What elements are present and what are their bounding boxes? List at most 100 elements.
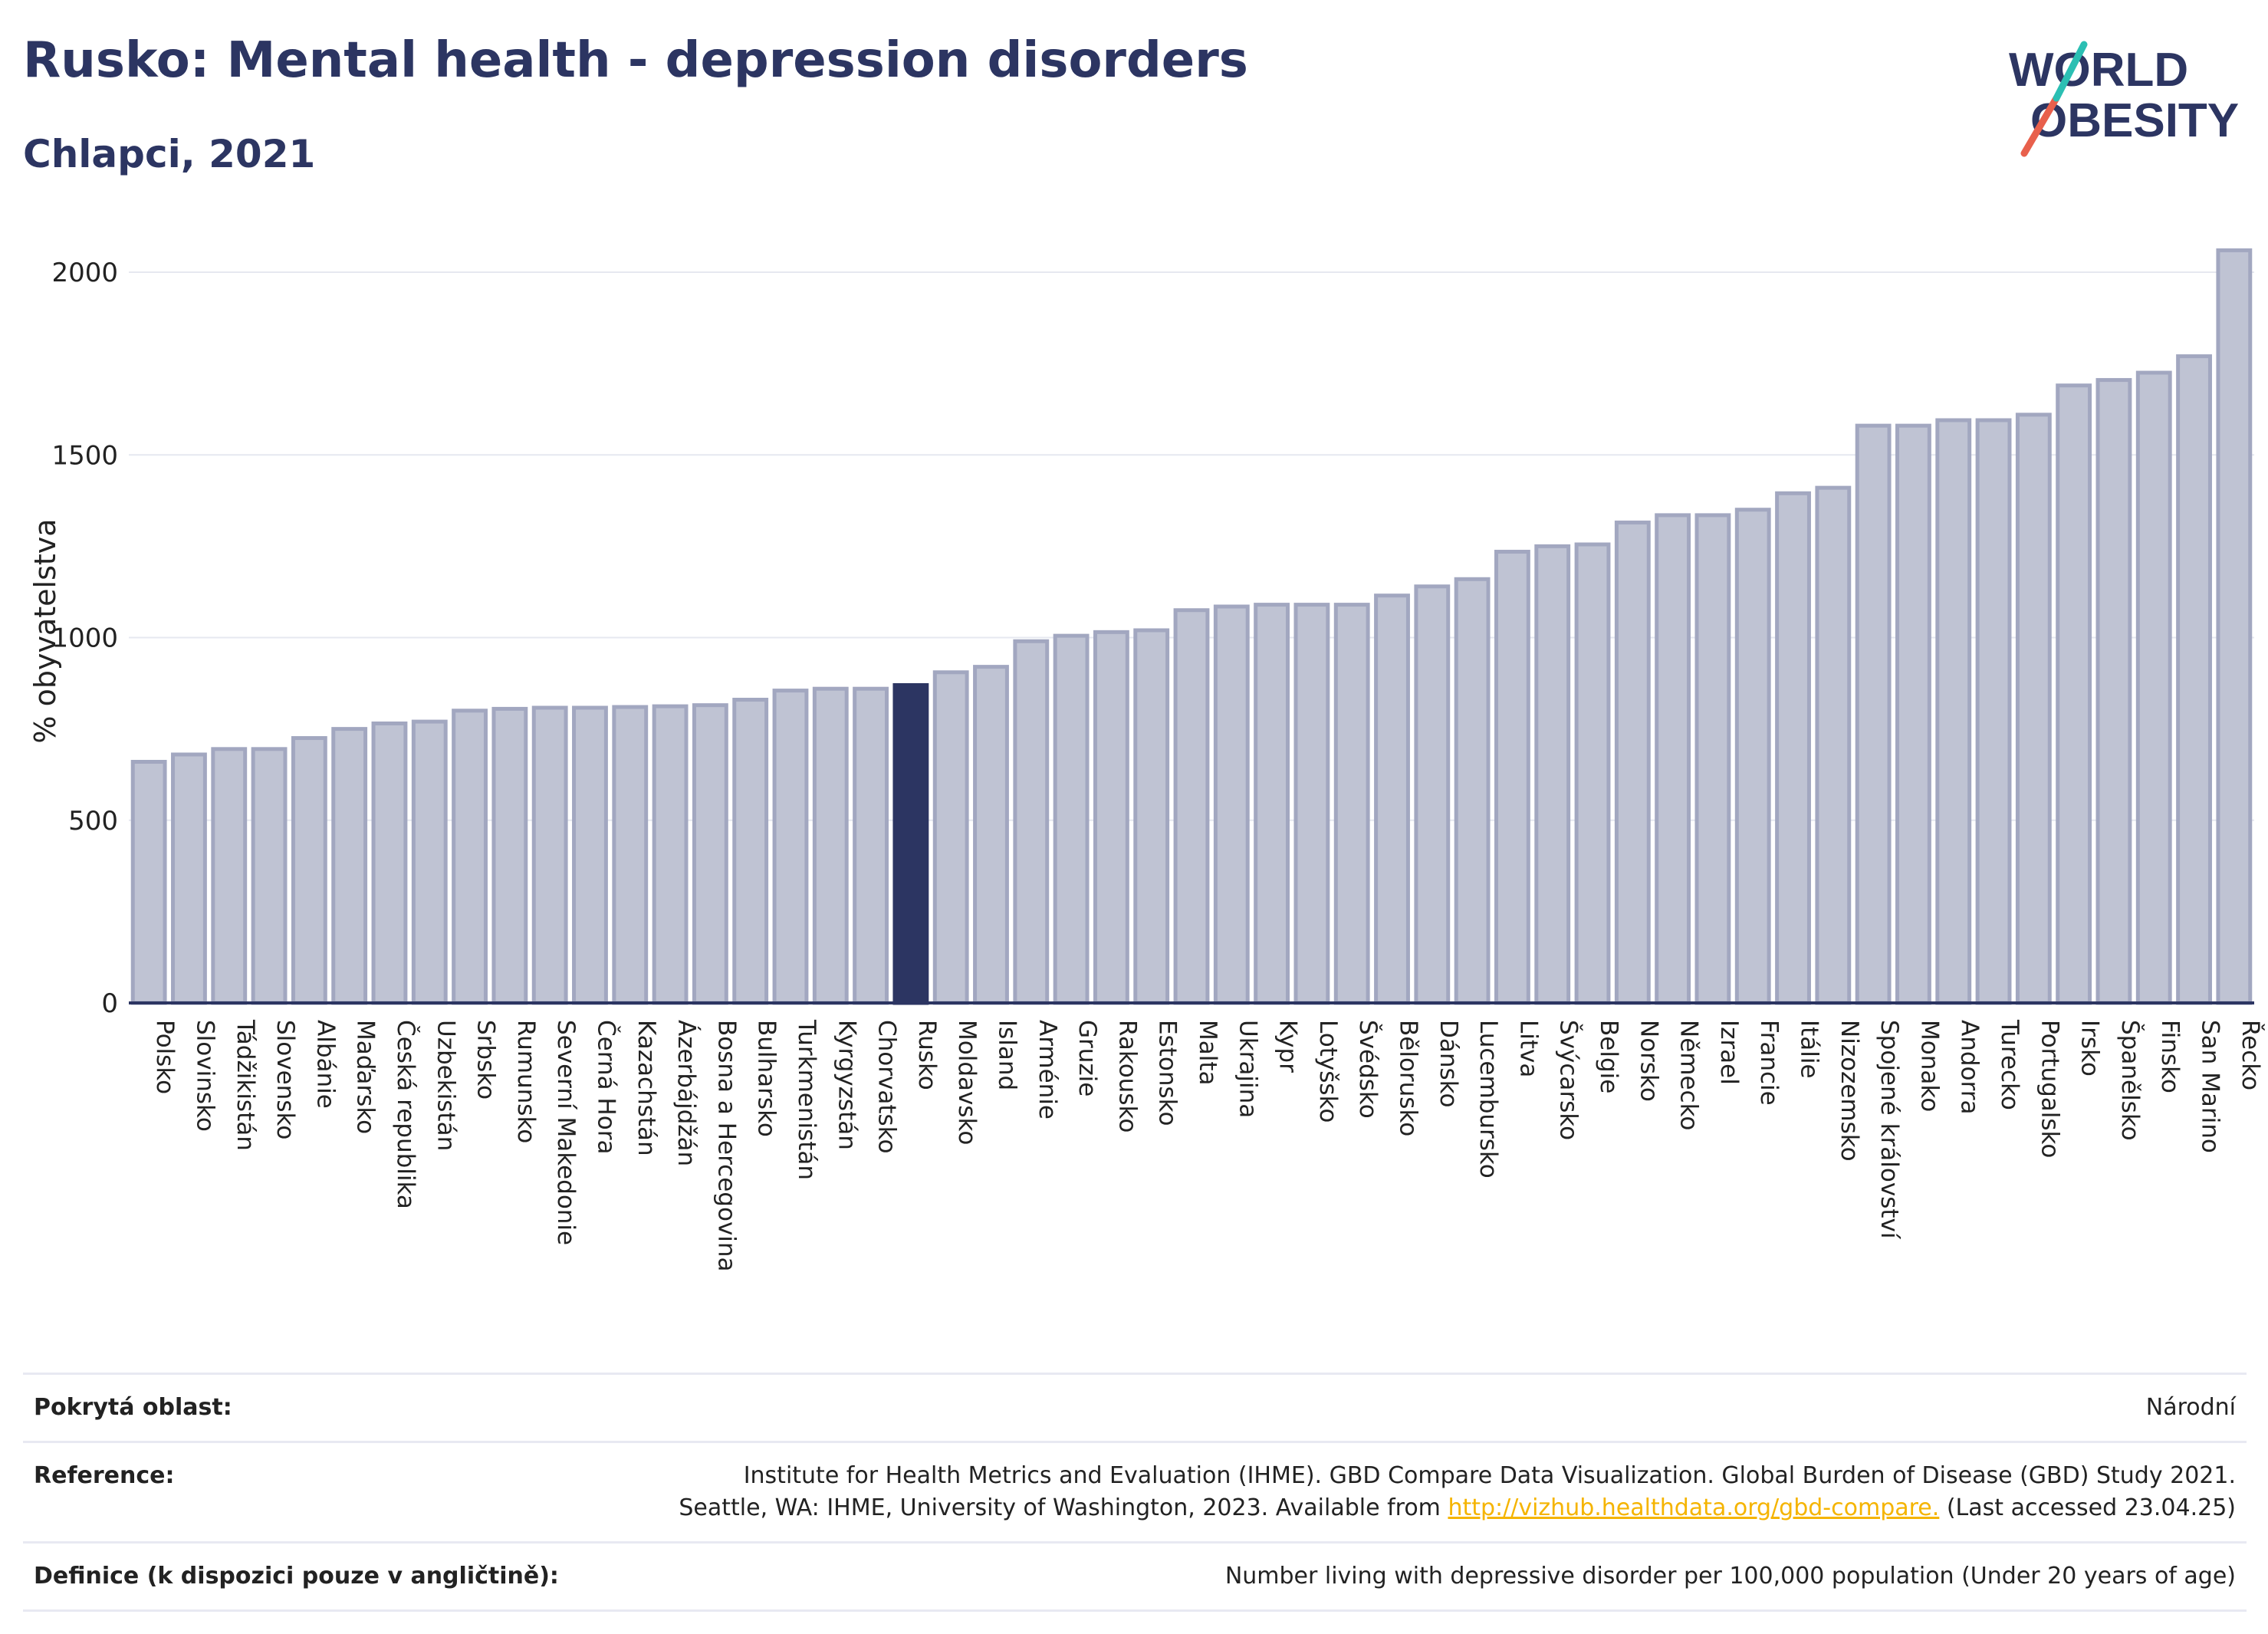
bar-6: [371, 721, 408, 1005]
bar-21: [973, 665, 1009, 1005]
logo-slash-teal: [2053, 41, 2088, 102]
definition-value: Number living with depressive disorder p…: [569, 1541, 2247, 1612]
x-category-label: Srbsko: [472, 1020, 500, 1100]
bar-3: [251, 747, 288, 1005]
x-category-label: Švédsko: [1354, 1020, 1382, 1119]
reference-link[interactable]: http://vizhub.healthdata.org/gbd-compare…: [1448, 1494, 1940, 1521]
x-category-label: Turecko: [1996, 1019, 2023, 1110]
x-category-label: Kyrgyzstán: [833, 1020, 860, 1150]
x-category-label: Irsko: [2076, 1020, 2104, 1077]
bar-30: [1333, 603, 1370, 1005]
x-category-label: Francie: [1755, 1020, 1783, 1106]
x-category-label: Malta: [1194, 1020, 1221, 1086]
bar-50: [2135, 370, 2172, 1005]
x-category-label: Rakousko: [1113, 1020, 1141, 1133]
x-category-label: Izrael: [1715, 1020, 1743, 1085]
info-table: Pokrytá oblast: Národní Reference: Insti…: [23, 1373, 2247, 1612]
reference-line2-pre: Seattle, WA: IHME, University of Washing…: [679, 1494, 1448, 1521]
x-category-label: Černá Hora: [592, 1020, 620, 1154]
x-category-label: Polsko: [151, 1020, 179, 1094]
x-category-label: Rumunsko: [512, 1020, 540, 1143]
y-tick-label: 1500: [51, 440, 118, 471]
x-category-label: Finsko: [2156, 1020, 2184, 1093]
bar-18: [853, 686, 889, 1005]
bar-51: [2176, 354, 2212, 1005]
x-category-label: Andorra: [1956, 1020, 1984, 1114]
y-tick-label: 0: [101, 988, 118, 1019]
x-category-label: Monako: [1915, 1020, 1943, 1112]
x-category-label: Severní Makedonie: [552, 1020, 580, 1245]
x-category-label: Belgie: [1595, 1020, 1622, 1093]
x-category-label: Slovensko: [271, 1020, 299, 1139]
reference-line2-post: (Last accessed 23.04.25): [1939, 1494, 2236, 1521]
y-tick-label: 2000: [51, 258, 118, 288]
x-category-label: Rusko: [913, 1020, 941, 1090]
bar-2: [211, 747, 248, 1005]
bar-24: [1093, 630, 1129, 1005]
x-category-label: Spojené království: [1875, 1020, 1903, 1240]
bar-39: [1694, 513, 1731, 1005]
bar-23: [1053, 633, 1090, 1005]
logo-line1: WORLD: [2009, 44, 2188, 97]
x-category-label: Švýcarsko: [1555, 1020, 1583, 1140]
x-category-label: Dánsko: [1435, 1020, 1462, 1107]
bar-31: [1374, 593, 1410, 1005]
bar-chart: 0 500 1000 1500 2000 % obyvatelstva Polsko Slov…: [28, 248, 2264, 1272]
bar-27: [1213, 604, 1250, 1005]
bar-25: [1133, 628, 1170, 1005]
definition-label: Definice (k dispozici pouze v angličtině…: [23, 1541, 570, 1612]
bar-15: [732, 698, 769, 1005]
bar-4: [291, 736, 327, 1005]
x-category-label: Estonsko: [1154, 1020, 1182, 1126]
bar-1: [171, 752, 207, 1005]
x-category-label: San Marino: [2197, 1020, 2224, 1153]
bar-29: [1293, 603, 1330, 1005]
x-category-label: Bosna a Hercegovina: [712, 1020, 740, 1272]
bar-22: [1013, 639, 1050, 1005]
bar-38: [1655, 513, 1691, 1005]
bar-34: [1494, 550, 1530, 1005]
x-category-label: Ukrajina: [1234, 1020, 1261, 1118]
bar-37: [1614, 520, 1651, 1005]
bar-17: [812, 686, 849, 1005]
bar-36: [1574, 542, 1611, 1005]
y-axis-label: % obyvatelstva: [28, 518, 62, 743]
bar-14: [692, 703, 728, 1005]
chart-title: Rusko: Mental health - depression disord…: [23, 32, 1248, 89]
x-category-label: Maďarsko: [352, 1020, 380, 1134]
coverage-value: Národní: [569, 1373, 2247, 1442]
reference-label: Reference:: [23, 1441, 570, 1543]
bar-44: [1895, 423, 1931, 1005]
coverage-label: Pokrytá oblast:: [23, 1373, 570, 1442]
x-category-label: Německo: [1675, 1020, 1703, 1130]
x-category-label: Španělsko: [2116, 1020, 2145, 1141]
x-category-label: Turkmenistán: [793, 1019, 820, 1180]
x-category-label: Řecko: [2237, 1020, 2264, 1090]
reference-row: Reference: Institute for Health Metrics …: [23, 1441, 2247, 1543]
x-category-label: Lucembursko: [1474, 1020, 1502, 1179]
reference-value: Institute for Health Metrics and Evaluat…: [569, 1441, 2247, 1543]
y-tick-label: 1000: [51, 623, 118, 654]
bar-40: [1734, 508, 1771, 1005]
x-category-label: Kypr: [1274, 1020, 1302, 1073]
x-category-label: Lotyšsko: [1314, 1020, 1342, 1123]
x-category-label: Tádžikistán: [232, 1019, 259, 1151]
bar-33: [1454, 577, 1491, 1005]
logo-line2: OBESITY: [2030, 94, 2239, 147]
bar-0: [130, 760, 167, 1005]
bar-20: [932, 670, 969, 1005]
x-category-label: Itálie: [1796, 1020, 1823, 1079]
x-category-label: Arménie: [1034, 1020, 1061, 1119]
bar-41: [1775, 491, 1811, 1005]
bar-13: [652, 704, 689, 1005]
reference-line1: Institute for Health Metrics and Evaluat…: [743, 1462, 2236, 1489]
bar-47: [2015, 413, 2052, 1005]
x-category-label: Bulharsko: [753, 1020, 781, 1137]
bar-12: [612, 705, 649, 1005]
bar-32: [1414, 584, 1451, 1005]
bar-45: [1935, 418, 1972, 1005]
x-category-label: Gruzie: [1073, 1020, 1101, 1096]
x-category-label: Slovinsko: [191, 1020, 219, 1132]
bar-52: [2216, 248, 2253, 1005]
x-category-label: Norsko: [1635, 1020, 1662, 1102]
